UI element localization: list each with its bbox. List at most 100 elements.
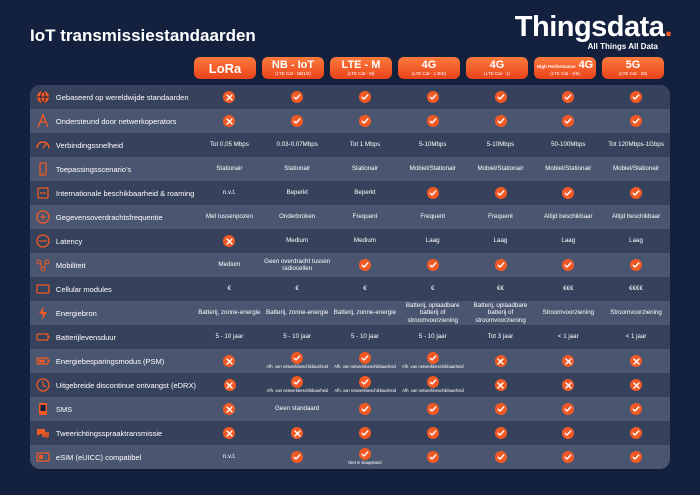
- cell-text: Batterij, zonne-energie: [333, 309, 397, 317]
- cell-text: €: [227, 285, 232, 293]
- cell-text: Mobiel/Stationair: [545, 165, 592, 173]
- table-cell: [263, 445, 331, 469]
- table-row: Energiebron Batterij, zonne-energie Batter…: [30, 301, 670, 325]
- cell-text: Batterij, oplaadbare batterij of stroomv…: [405, 302, 460, 324]
- cell-text: Stationair: [216, 165, 243, 173]
- cell-text: < 1 jaar: [557, 333, 579, 341]
- roaming-icon: [30, 185, 56, 201]
- table-cell: [195, 109, 263, 133]
- check-icon: [358, 259, 371, 271]
- table-cell: Afh. van netwerkbeschikbaarheid: [331, 349, 399, 373]
- cell-text: 5 - 10 jaar: [418, 333, 447, 341]
- cell-text: Altijd beschikbaar: [611, 213, 661, 221]
- table-cell: [467, 349, 535, 373]
- table-cell: Stationair: [331, 157, 399, 181]
- cell-note: Afh. van netwerkbeschikbaarheid: [334, 388, 397, 394]
- edrx-icon: [30, 377, 56, 393]
- table-row: Uitgebreide discontinue ontvangst (eDRX)…: [30, 373, 670, 397]
- speech-icon: [30, 425, 56, 441]
- row-label: Verbindingssnelheid: [55, 140, 124, 150]
- standard-name: LTE - M: [341, 58, 381, 71]
- table-row: Latency Medium Medium Laag Laag Laag Laag: [30, 229, 670, 253]
- table-cell: Beperkt: [263, 181, 331, 205]
- table-cell: [399, 445, 467, 469]
- table-cell: Afh. van netwerkbeschikbaarheid: [331, 373, 399, 397]
- table-cell: [534, 421, 602, 445]
- logo-tagline: All Things All Data: [587, 42, 658, 51]
- standard-header-1: NB - IoT (LTE Cat - NB1/2): [262, 57, 324, 79]
- table-cell: Stationair: [263, 157, 331, 181]
- cell-text: Stroomvoorziening: [542, 309, 595, 317]
- frequency-icon: [30, 209, 56, 225]
- check-icon: [494, 259, 507, 271]
- table-cell: €: [399, 277, 467, 301]
- check-icon: [630, 187, 643, 199]
- table-cell: Batterij, zonne-energie: [331, 301, 399, 325]
- cross-icon: [223, 235, 236, 247]
- row-label: Mobiliteit: [55, 260, 86, 270]
- table-cell: [195, 229, 263, 253]
- table-cell: n.v.t.: [195, 181, 263, 205]
- standard-category: (LTE Cat - NB1/2): [275, 70, 311, 76]
- table-cell: Altijd beschikbaar: [534, 205, 602, 229]
- standard-category: (LTE Cat - 4/6): [550, 70, 580, 76]
- row-label: Cellular modules: [55, 284, 112, 294]
- cell-text: Geen standaard: [274, 405, 320, 413]
- table-cell: Stationair: [195, 157, 263, 181]
- mobile-scenario-icon: [30, 161, 56, 177]
- table-cell: Batterij, oplaadbare batterij of stroomv…: [467, 301, 535, 325]
- check-icon: [426, 376, 439, 389]
- cell-text: €€€€: [629, 285, 643, 293]
- antenna-icon: [30, 113, 56, 129]
- table-cell: Afh. van netwerkbeschikbaarheid: [399, 349, 467, 373]
- table-cell: [467, 373, 535, 397]
- table-cell: 5 - 10 jaar: [399, 325, 467, 349]
- standard-name: 4G: [421, 58, 437, 71]
- standard-header-3: 4G (LTE Cat - 1 BIS): [398, 57, 460, 79]
- cell-text: Laag: [561, 237, 576, 245]
- cell-text: €€€: [563, 285, 574, 293]
- check-icon: [494, 451, 507, 463]
- row-label: Toepassingsscenario's: [55, 164, 132, 174]
- check-icon: [359, 376, 372, 389]
- table-cell: Mobiel/Stationair: [534, 157, 602, 181]
- table-cell: [534, 445, 602, 469]
- table-cell: [534, 397, 602, 421]
- table-cell: Laag: [467, 229, 535, 253]
- cell-text: n.v.t.: [222, 189, 236, 197]
- cross-icon: [223, 427, 236, 439]
- check-icon: [426, 187, 439, 199]
- lightning-icon: [30, 305, 56, 321]
- table-cell: Stroomvoorziening: [534, 301, 602, 325]
- table-cell: Batterij, oplaadbare batterij of stroomv…: [399, 301, 467, 325]
- table-cell: Batterij, zonne-energie: [263, 301, 331, 325]
- table-cell: n.v.t.: [195, 445, 263, 469]
- table-cell: Medium: [263, 229, 331, 253]
- standard-category: (LTE Cat - 1 BIS): [411, 70, 447, 76]
- check-icon: [291, 91, 304, 103]
- cross-icon: [630, 355, 643, 367]
- check-icon: [630, 403, 643, 415]
- check-icon: [562, 451, 575, 463]
- cell-text: €: [430, 285, 435, 293]
- check-icon: [358, 115, 371, 127]
- table-cell: [331, 421, 399, 445]
- table-cell: [263, 85, 331, 109]
- cross-icon: [291, 427, 304, 439]
- table-cell: [195, 421, 263, 445]
- standard-category: (LTE Cat - 20): [618, 70, 648, 76]
- table-cell: [467, 397, 535, 421]
- table-cell: [535, 373, 603, 397]
- standard-name: 5G: [625, 58, 641, 71]
- cross-icon: [562, 355, 575, 367]
- check-icon: [562, 115, 575, 127]
- cell-text: Medium: [286, 237, 309, 245]
- cell-text: Batterij, oplaadbare batterij of stroomv…: [473, 302, 528, 324]
- cell-text: €: [295, 285, 299, 293]
- table-cell: Afh. van netwerkbeschikbaarheid: [263, 349, 331, 373]
- table-cell: Laag: [534, 229, 602, 253]
- standard-name: 4G: [489, 58, 505, 71]
- table-cell: [602, 85, 670, 109]
- cell-text: Met tussenpozen: [205, 213, 253, 221]
- check-icon: [358, 403, 371, 415]
